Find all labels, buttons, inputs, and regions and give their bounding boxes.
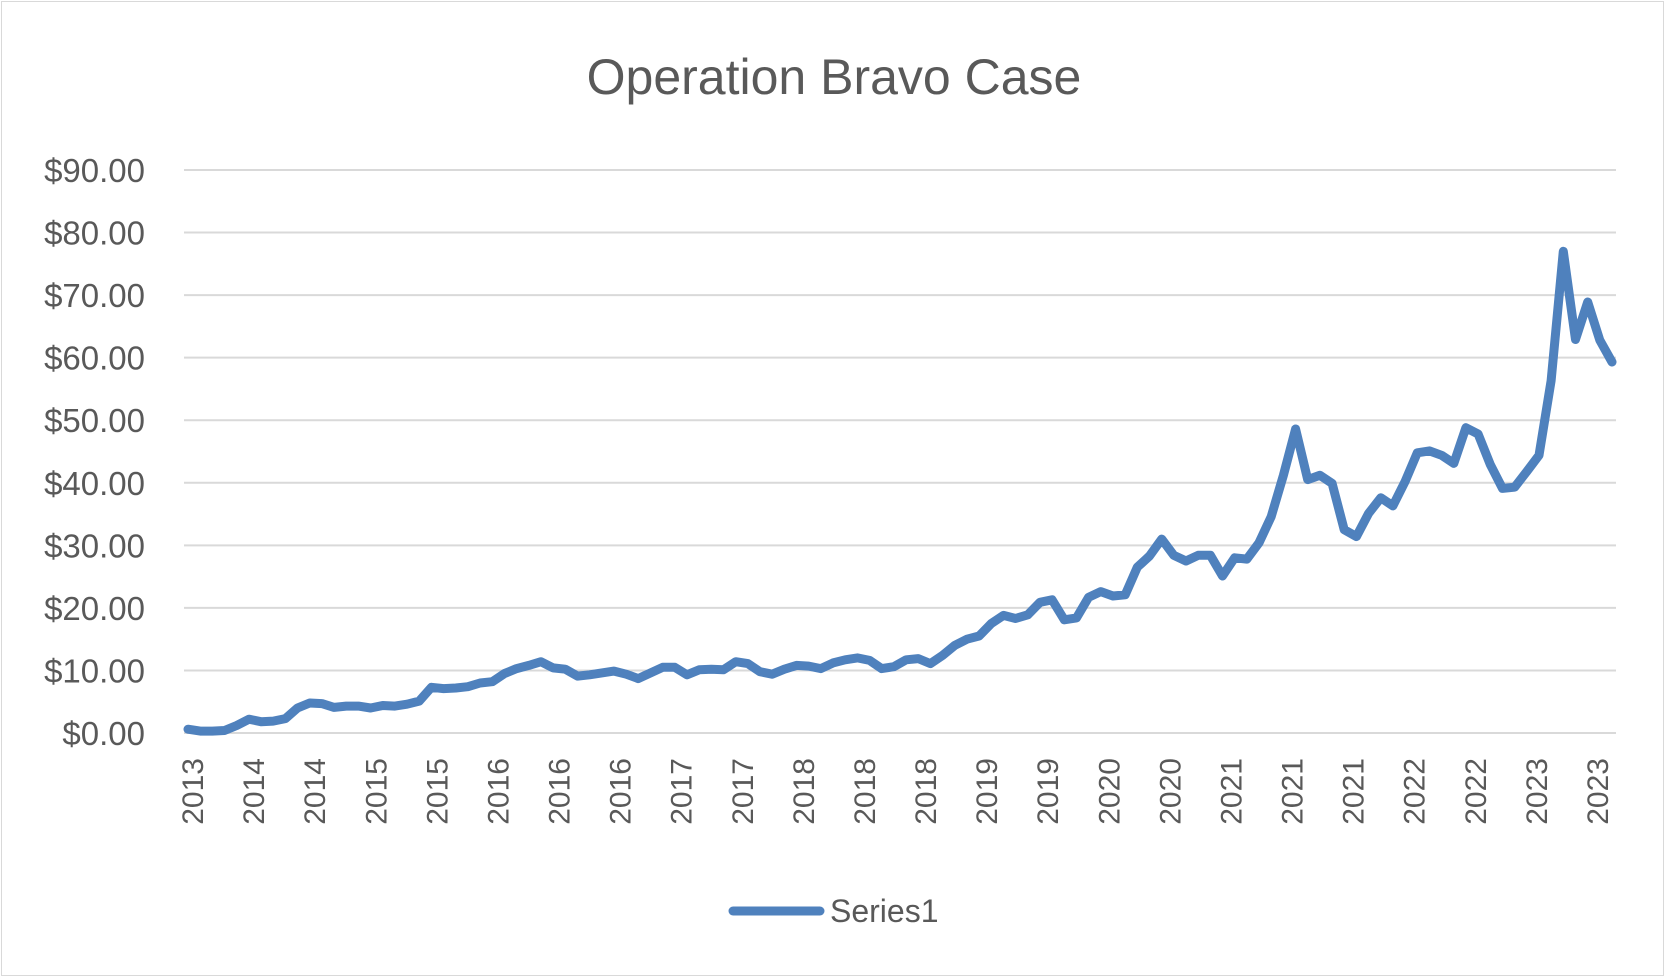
x-axis-tick-labels: 2013 2014 2014 2015 2015 2016 2016 2016 2017 2017… (177, 758, 1615, 825)
x-tick-label: 2017 (727, 758, 760, 825)
x-tick-label: 2015 (421, 758, 454, 825)
y-tick-label: $0.00 (62, 715, 145, 752)
chart-title: Operation Bravo Case (587, 49, 1082, 105)
series-layer (183, 246, 1617, 736)
x-tick-label: 2021 (1277, 758, 1310, 825)
x-tick-label: 2020 (1154, 758, 1187, 825)
x-tick-label: 2014 (238, 758, 271, 825)
x-tick-label: 2013 (177, 758, 210, 825)
x-tick-label: 2019 (971, 758, 1004, 825)
x-tick-label: 2022 (1399, 758, 1432, 825)
x-tick-label: 2015 (360, 758, 393, 825)
legend-label-series1: Series1 (830, 893, 939, 929)
y-tick-label: $30.00 (44, 527, 145, 564)
legend: Series1 (728, 893, 939, 929)
y-tick-label: $80.00 (44, 215, 145, 252)
x-tick-label: 2018 (849, 758, 882, 825)
x-tick-label: 2014 (299, 758, 332, 825)
y-tick-label: $50.00 (44, 402, 145, 439)
y-tick-label: $60.00 (44, 340, 145, 377)
y-tick-label: $70.00 (44, 277, 145, 314)
y-tick-label: $40.00 (44, 465, 145, 502)
y-tick-label: $20.00 (44, 590, 145, 627)
x-tick-label: 2023 (1521, 758, 1554, 825)
x-tick-label: 2018 (788, 758, 821, 825)
y-tick-label: $10.00 (44, 652, 145, 689)
y-axis-tick-labels: $0.00 $10.00 $20.00 $30.00 $40.00 $50.00 $60.0… (44, 152, 145, 752)
x-tick-label: 2017 (666, 758, 699, 825)
y-tick-label: $90.00 (44, 152, 145, 189)
x-tick-label: 2016 (482, 758, 515, 825)
x-tick-label: 2023 (1582, 758, 1615, 825)
x-tick-label: 2019 (1032, 758, 1065, 825)
x-tick-label: 2021 (1215, 758, 1248, 825)
x-tick-label: 2016 (544, 758, 577, 825)
gridlines (184, 169, 1616, 734)
series-line-series1 (183, 246, 1617, 736)
x-tick-label: 2016 (605, 758, 638, 825)
x-tick-label: 2021 (1338, 758, 1371, 825)
x-tick-label: 2022 (1460, 758, 1493, 825)
x-tick-label: 2020 (1093, 758, 1126, 825)
x-tick-label: 2018 (910, 758, 943, 825)
